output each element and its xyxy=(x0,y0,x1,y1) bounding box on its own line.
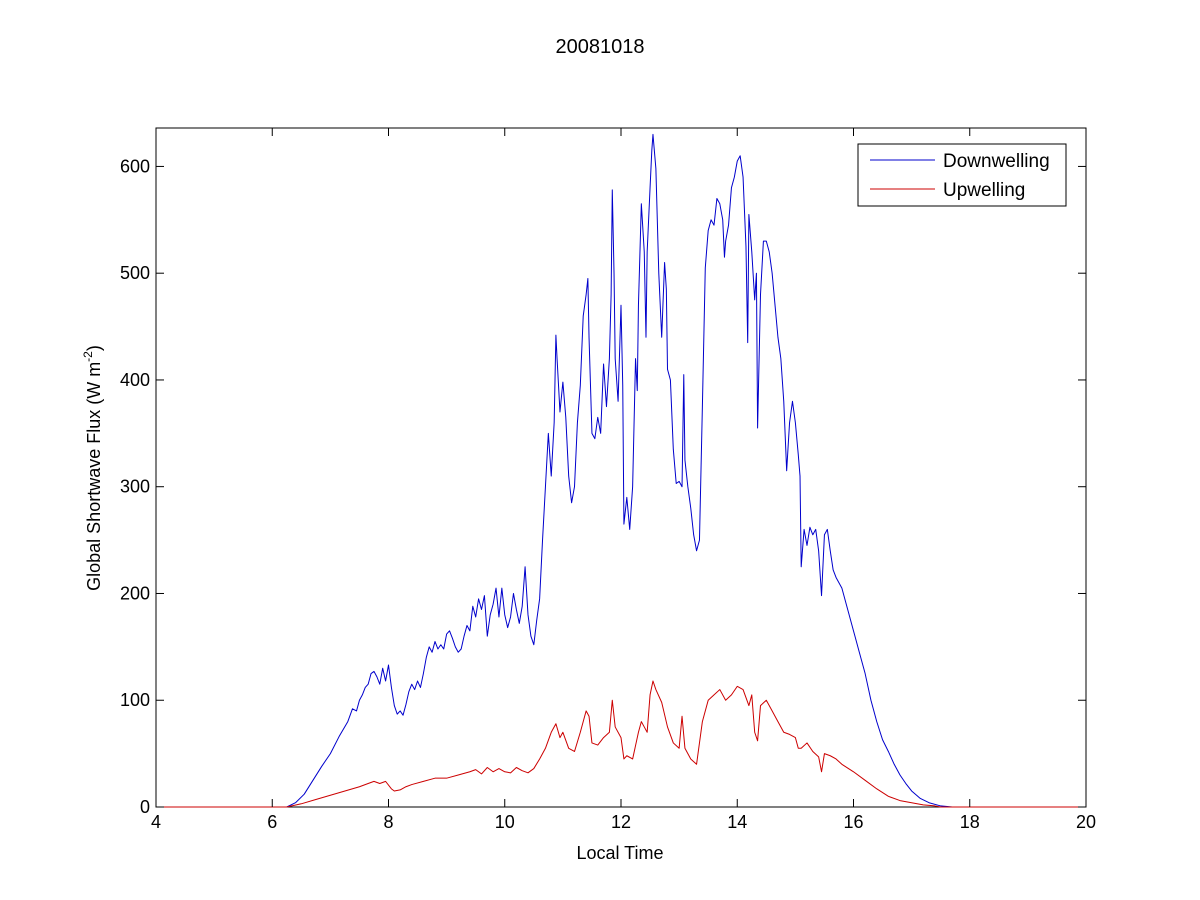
y-tick-label: 400 xyxy=(120,370,150,390)
x-tick-label: 6 xyxy=(267,812,277,832)
y-tick-label: 300 xyxy=(120,477,150,497)
legend-label-upwelling: Upwelling xyxy=(943,180,1025,201)
y-tick-label: 600 xyxy=(120,156,150,176)
series-line-downwelling xyxy=(156,133,1086,808)
y-tick-label: 0 xyxy=(140,797,150,817)
x-tick-label: 4 xyxy=(151,812,161,832)
x-tick-label: 20 xyxy=(1076,812,1096,832)
legend-label-downwelling: Downwelling xyxy=(943,151,1050,172)
legend: Downwelling Upwelling xyxy=(857,143,1067,207)
legend-box xyxy=(857,143,1067,207)
chart-title: 20081018 xyxy=(556,36,645,58)
x-axis-label: Local Time xyxy=(576,843,663,863)
y-tick-label: 500 xyxy=(120,263,150,283)
plot-frame xyxy=(155,127,1087,808)
y-axis-label: Global Shortwave Flux (W m-2) xyxy=(81,345,104,591)
y-tick-label: 100 xyxy=(120,690,150,710)
y-tick-label: 200 xyxy=(120,583,150,603)
series-line-upwelling xyxy=(156,680,1086,808)
x-tick-label: 12 xyxy=(611,812,631,832)
x-tick-label: 8 xyxy=(383,812,393,832)
x-tick-label: 18 xyxy=(960,812,980,832)
x-tick-label: 16 xyxy=(843,812,863,832)
x-tick-label: 14 xyxy=(727,812,747,832)
x-tick-label: 10 xyxy=(495,812,515,832)
